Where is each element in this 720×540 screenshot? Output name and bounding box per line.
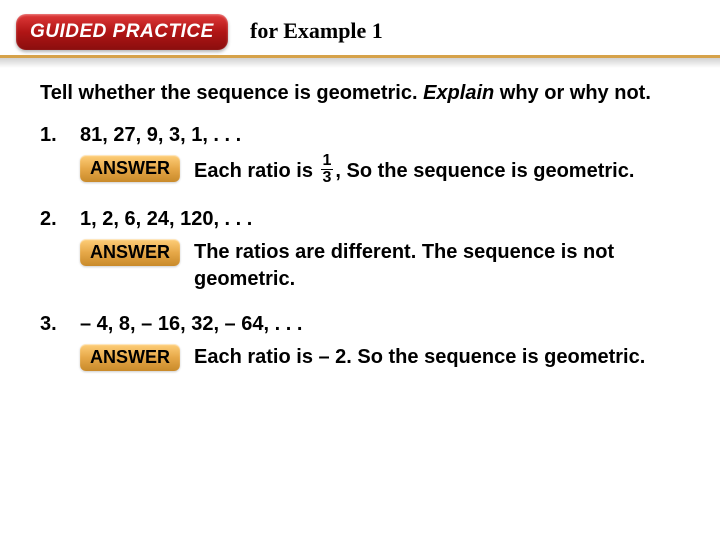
fraction-denominator: 3	[321, 170, 334, 186]
example-title: for Example 1	[250, 18, 383, 44]
guided-practice-badge: GUIDED PRACTICE	[16, 14, 228, 50]
problem-row: 1. 81, 27, 9, 3, 1, . . .	[40, 124, 690, 147]
answer-text: Each ratio is – 2. So the sequence is ge…	[194, 344, 690, 371]
problem-3: 3. – 4, 8, – 16, 32, – 64, . . . ANSWER …	[40, 313, 690, 371]
prompt-post: why or why not.	[494, 82, 651, 104]
fraction-numerator: 1	[321, 153, 334, 170]
answer-badge: ANSWER	[80, 239, 180, 266]
sequence-text: 81, 27, 9, 3, 1, . . .	[80, 124, 241, 147]
problem-number: 1.	[40, 124, 80, 147]
answer-row: ANSWER Each ratio is 1 3 , So the sequen…	[80, 155, 690, 188]
answer-post: , So the sequence is geometric.	[335, 160, 634, 182]
answer-row: ANSWER Each ratio is – 2. So the sequenc…	[80, 344, 690, 371]
content: Tell whether the sequence is geometric. …	[40, 80, 690, 391]
prompt-pre: Tell whether the sequence is geometric.	[40, 82, 423, 104]
header: GUIDED PRACTICE for Example 1	[0, 0, 720, 60]
answer-text: The ratios are different. The sequence i…	[194, 239, 690, 293]
problem-row: 2. 1, 2, 6, 24, 120, . . .	[40, 208, 690, 231]
prompt-text: Tell whether the sequence is geometric. …	[40, 80, 690, 106]
fraction: 1 3	[321, 153, 334, 186]
header-shadow	[0, 58, 720, 68]
sequence-text: 1, 2, 6, 24, 120, . . .	[80, 208, 252, 231]
problem-row: 3. – 4, 8, – 16, 32, – 64, . . .	[40, 313, 690, 336]
answer-row: ANSWER The ratios are different. The seq…	[80, 239, 690, 293]
problem-number: 2.	[40, 208, 80, 231]
prompt-italic: Explain	[423, 82, 494, 104]
answer-badge: ANSWER	[80, 155, 180, 182]
problem-2: 2. 1, 2, 6, 24, 120, . . . ANSWER The ra…	[40, 208, 690, 293]
answer-pre: Each ratio is	[194, 160, 313, 182]
answer-badge: ANSWER	[80, 344, 180, 371]
problem-1: 1. 81, 27, 9, 3, 1, . . . ANSWER Each ra…	[40, 124, 690, 188]
sequence-text: – 4, 8, – 16, 32, – 64, . . .	[80, 313, 302, 336]
answer-text: Each ratio is 1 3 , So the sequence is g…	[194, 155, 690, 188]
problem-number: 3.	[40, 313, 80, 336]
